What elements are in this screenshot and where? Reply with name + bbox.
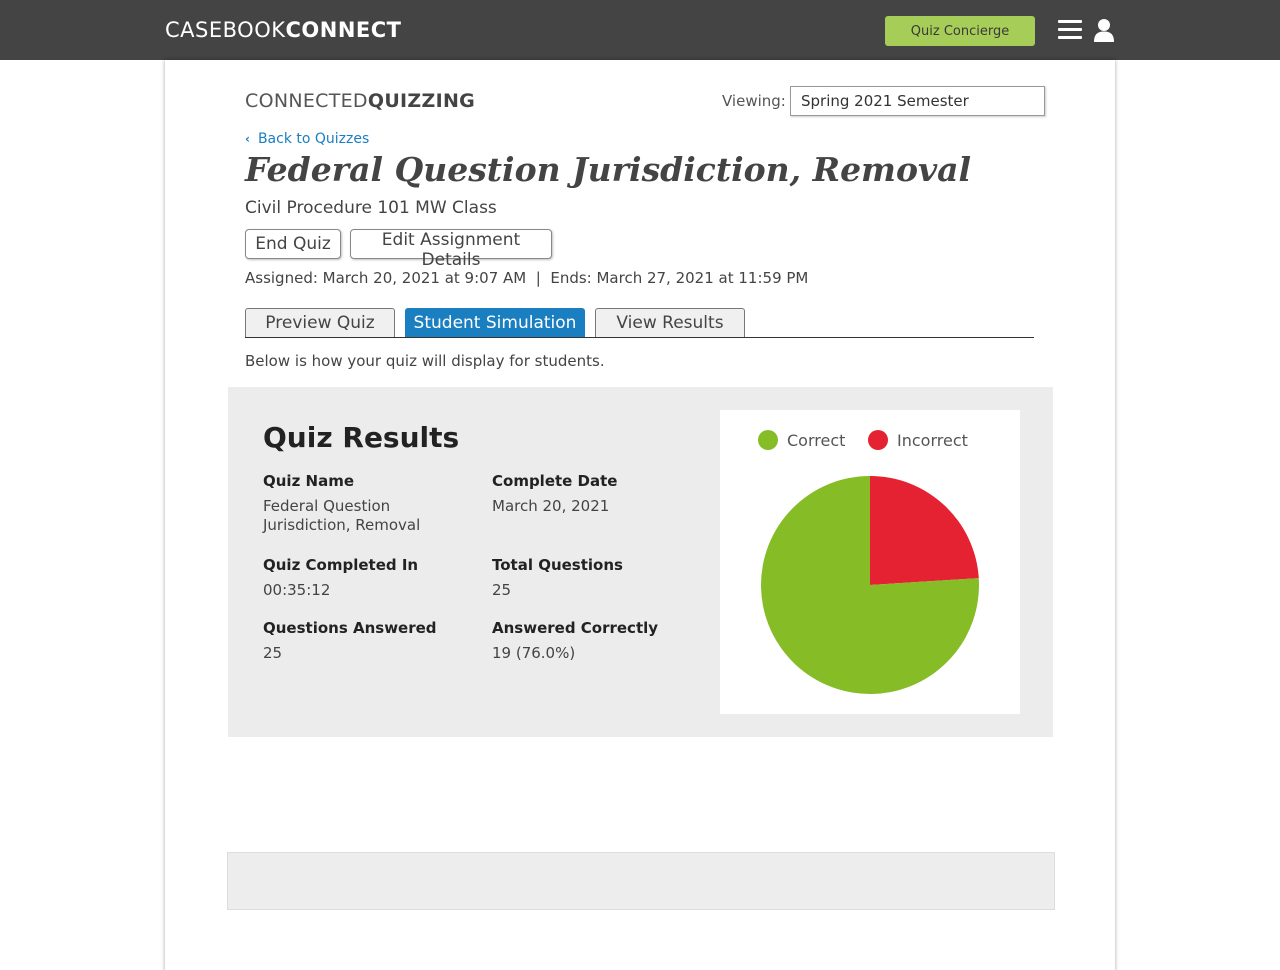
results-pie-chart: Correct Incorrect [720, 410, 1020, 714]
complete-date-label: Complete Date [492, 472, 618, 490]
answered-correctly-value: 19 (76.0%) [492, 644, 576, 662]
logo-text-light: CONNECTED [245, 90, 368, 112]
questions-answered-value: 25 [263, 644, 283, 662]
back-link-label: Back to Quizzes [257, 131, 370, 147]
quiz-title: Federal Question Jurisdiction, Removal [245, 150, 972, 189]
questions-answered-label: Questions Answered [263, 619, 437, 637]
completed-in-value: 00:35:12 [263, 581, 331, 599]
assignment-dates: Assigned: March 20, 2021 at 9:07 AM | En… [245, 269, 809, 287]
pie-slice-correct [761, 476, 979, 694]
tabs-divider [245, 337, 1034, 338]
quiz-name-label: Quiz Name [263, 472, 355, 490]
pie-chart-svg: Correct Incorrect [758, 430, 979, 694]
semester-select[interactable]: Spring 2021 Semester [790, 86, 1045, 116]
quiz-results-title: Quiz Results [263, 421, 460, 454]
viewing-label: Viewing: [722, 92, 786, 110]
simulation-description: Below is how your quiz will display for … [245, 352, 605, 370]
brand-text-bold: CONNECT [285, 18, 402, 42]
complete-date-value: March 20, 2021 [492, 497, 610, 515]
quiz-name-value: Federal Question Jurisdiction, Removal [263, 497, 421, 534]
answered-correctly-label: Answered Correctly [492, 619, 659, 637]
legend-label-incorrect: Incorrect [897, 431, 968, 450]
pie-slice-incorrect [870, 476, 979, 585]
completed-in-label: Quiz Completed In [263, 556, 419, 574]
total-questions-value: 25 [492, 581, 512, 599]
edit-assignment-details-button[interactable]: Edit Assignment Details [350, 229, 552, 270]
tab-preview-quiz[interactable]: Preview Quiz [245, 308, 395, 338]
user-icon[interactable] [1094, 18, 1114, 42]
logo-text-bold: QUIZZING [367, 90, 476, 112]
footer-bar [227, 852, 1055, 910]
legend-swatch-incorrect [868, 430, 888, 450]
legend-swatch-correct [758, 430, 778, 450]
total-questions-label: Total Questions [492, 556, 623, 574]
top-navigation-bar: CASEBOOKCONNECT Quiz Concierge [0, 0, 1280, 60]
legend-label-correct: Correct [787, 431, 845, 450]
class-name: Civil Procedure 101 MW Class [245, 198, 497, 218]
hamburger-icon[interactable] [1058, 20, 1082, 40]
connected-quizzing-logo: CONNECTEDQUIZZING [245, 90, 475, 112]
tab-view-results[interactable]: View Results [595, 308, 745, 338]
brand-text-light: CASEBOOK [165, 18, 286, 42]
tab-student-simulation[interactable]: Student Simulation [405, 308, 585, 338]
end-quiz-button[interactable]: End Quiz [245, 229, 341, 259]
quiz-concierge-button[interactable]: Quiz Concierge [885, 16, 1035, 46]
back-to-quizzes-link[interactable]: ‹ Back to Quizzes [245, 131, 369, 147]
chevron-left-icon: ‹ [245, 132, 250, 146]
casebook-connect-logo[interactable]: CASEBOOKCONNECT [165, 18, 402, 42]
